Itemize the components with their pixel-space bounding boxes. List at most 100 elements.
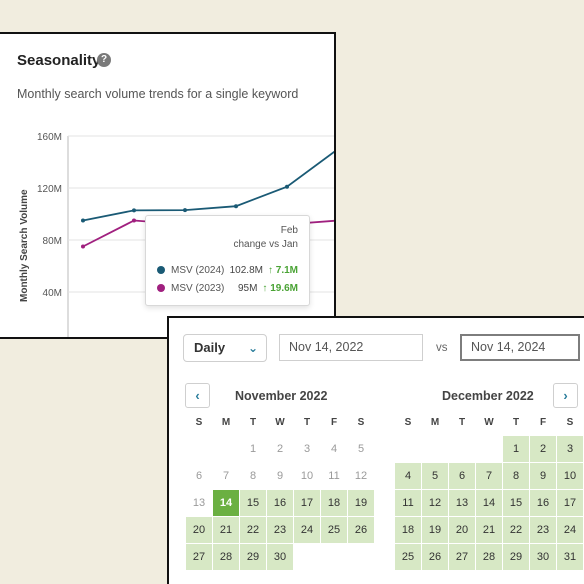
calendar-day[interactable]: 2	[530, 436, 556, 462]
calendar-day[interactable]: 9	[530, 463, 556, 489]
calendar-day[interactable]: 6	[195, 470, 203, 482]
weekday-header: S	[195, 417, 203, 428]
calendar-day[interactable]: 7	[476, 463, 502, 489]
weekday-header: S	[566, 417, 574, 428]
calendar-day[interactable]: 26	[422, 544, 448, 570]
chevron-left-icon: ‹	[195, 388, 200, 403]
calendar-day[interactable]: 4	[395, 463, 421, 489]
y-tick-label: 160M	[37, 132, 62, 143]
calendar-day[interactable]: 5	[357, 443, 365, 455]
next-month-button[interactable]: ›	[553, 383, 578, 408]
calendar-day[interactable]: 23	[267, 517, 293, 543]
calendar-day[interactable]: 8	[249, 470, 257, 482]
calendar-day[interactable]: 6	[449, 463, 475, 489]
calendar-day[interactable]: 2	[276, 443, 284, 455]
data-point-2023	[132, 218, 136, 223]
calendar-day[interactable]: 22	[240, 517, 266, 543]
tooltip-month: Feb	[280, 225, 298, 236]
tooltip-change-label: change vs Jan	[233, 239, 299, 250]
calendar-day[interactable]: 14	[476, 490, 502, 516]
calendar-day[interactable]: 28	[476, 544, 502, 570]
calendar-day[interactable]: 20	[186, 517, 212, 543]
data-point-2024	[81, 218, 85, 223]
calendar-day[interactable]: 18	[395, 517, 421, 543]
calendar-day[interactable]: 27	[186, 544, 212, 570]
calendar-day[interactable]: 11	[395, 490, 421, 516]
seasonality-card: 40M 80M 120M 160M Monthly Search Volume Sea…	[0, 32, 336, 339]
tooltip-series-name: MSV (2024)	[171, 264, 225, 276]
data-point-2024	[285, 184, 289, 189]
calendar-day[interactable]: 17	[294, 490, 320, 516]
weekday-header: W	[484, 417, 494, 428]
calendar-day[interactable]: 30	[267, 544, 293, 570]
tooltip-value: 102.8M	[229, 264, 263, 276]
calendar-day[interactable]: 13	[449, 490, 475, 516]
month-title-december: December 2022	[442, 389, 534, 403]
calendar-day[interactable]: 1	[503, 436, 529, 462]
tooltip-value: 95M	[237, 282, 258, 294]
calendar-day[interactable]: 24	[557, 517, 583, 543]
tooltip-delta: ↑ 19.6M	[262, 282, 298, 294]
calendar-day[interactable]: 14	[213, 490, 239, 516]
start-date-input[interactable]: Nov 14, 2022	[279, 334, 423, 361]
calendar-day[interactable]: 17	[557, 490, 583, 516]
data-point-2023	[81, 244, 85, 249]
card-subtitle: Monthly search volume trends for a singl…	[17, 87, 299, 101]
calendar-day[interactable]: 9	[276, 470, 284, 482]
weekday-header: F	[330, 417, 338, 428]
prev-month-button[interactable]: ‹	[185, 383, 210, 408]
data-point-2024	[132, 208, 136, 213]
tooltip-row-2023: MSV (2023) 95M ↑ 19.6M	[157, 281, 298, 295]
calendar-day[interactable]: 4	[330, 443, 338, 455]
calendar-day[interactable]: 3	[557, 436, 583, 462]
calendar-day[interactable]: 16	[530, 490, 556, 516]
granularity-select[interactable]: Daily ⌄	[183, 334, 267, 362]
calendar-day[interactable]: 19	[422, 517, 448, 543]
chevron-right-icon: ›	[563, 388, 568, 403]
calendar-day[interactable]: 30	[530, 544, 556, 570]
calendar-day[interactable]: 21	[476, 517, 502, 543]
weekday-header: S	[404, 417, 412, 428]
calendar-day[interactable]: 19	[348, 490, 374, 516]
calendar-day[interactable]: 10	[300, 470, 314, 482]
weekday-header: M	[221, 417, 231, 428]
calendar-day[interactable]: 8	[503, 463, 529, 489]
calendar-day[interactable]: 25	[321, 517, 347, 543]
calendar-day[interactable]: 20	[449, 517, 475, 543]
weekday-header: W	[275, 417, 285, 428]
tooltip-series-name: MSV (2023)	[171, 282, 225, 294]
weekday-header: T	[512, 417, 520, 428]
calendar-day[interactable]: 22	[503, 517, 529, 543]
question-circle-icon[interactable]: ?	[97, 53, 111, 67]
calendar-day[interactable]: 10	[557, 463, 583, 489]
calendar-day[interactable]: 3	[303, 443, 311, 455]
vs-label: vs	[436, 342, 448, 354]
calendar-day[interactable]: 5	[422, 463, 448, 489]
end-date-input[interactable]: Nov 14, 2024	[460, 334, 580, 361]
calendar-day[interactable]: 11	[328, 470, 340, 482]
calendar-day[interactable]: 24	[294, 517, 320, 543]
chevron-down-icon: ⌄	[247, 341, 258, 355]
weekday-header: F	[539, 417, 547, 428]
arrow-up-icon: ↑	[267, 264, 276, 276]
calendar-day[interactable]: 28	[213, 544, 239, 570]
series-dot-2023	[157, 284, 165, 292]
calendar-day[interactable]: 1	[249, 443, 257, 455]
calendar-day[interactable]: 25	[395, 544, 421, 570]
calendar-day[interactable]: 7	[222, 470, 230, 482]
calendar-day[interactable]: 23	[530, 517, 556, 543]
calendar-day[interactable]: 15	[503, 490, 529, 516]
calendar-day[interactable]: 31	[557, 544, 583, 570]
calendar-day[interactable]: 27	[449, 544, 475, 570]
calendar-day[interactable]: 12	[422, 490, 448, 516]
calendar-day[interactable]: 15	[240, 490, 266, 516]
calendar-day[interactable]: 12	[354, 470, 368, 482]
weekday-header: T	[303, 417, 311, 428]
calendar-day[interactable]: 13	[192, 497, 206, 509]
calendar-day[interactable]: 29	[503, 544, 529, 570]
calendar-day[interactable]: 26	[348, 517, 374, 543]
calendar-day[interactable]: 21	[213, 517, 239, 543]
calendar-day[interactable]: 16	[267, 490, 293, 516]
calendar-day[interactable]: 29	[240, 544, 266, 570]
calendar-day[interactable]: 18	[321, 490, 347, 516]
